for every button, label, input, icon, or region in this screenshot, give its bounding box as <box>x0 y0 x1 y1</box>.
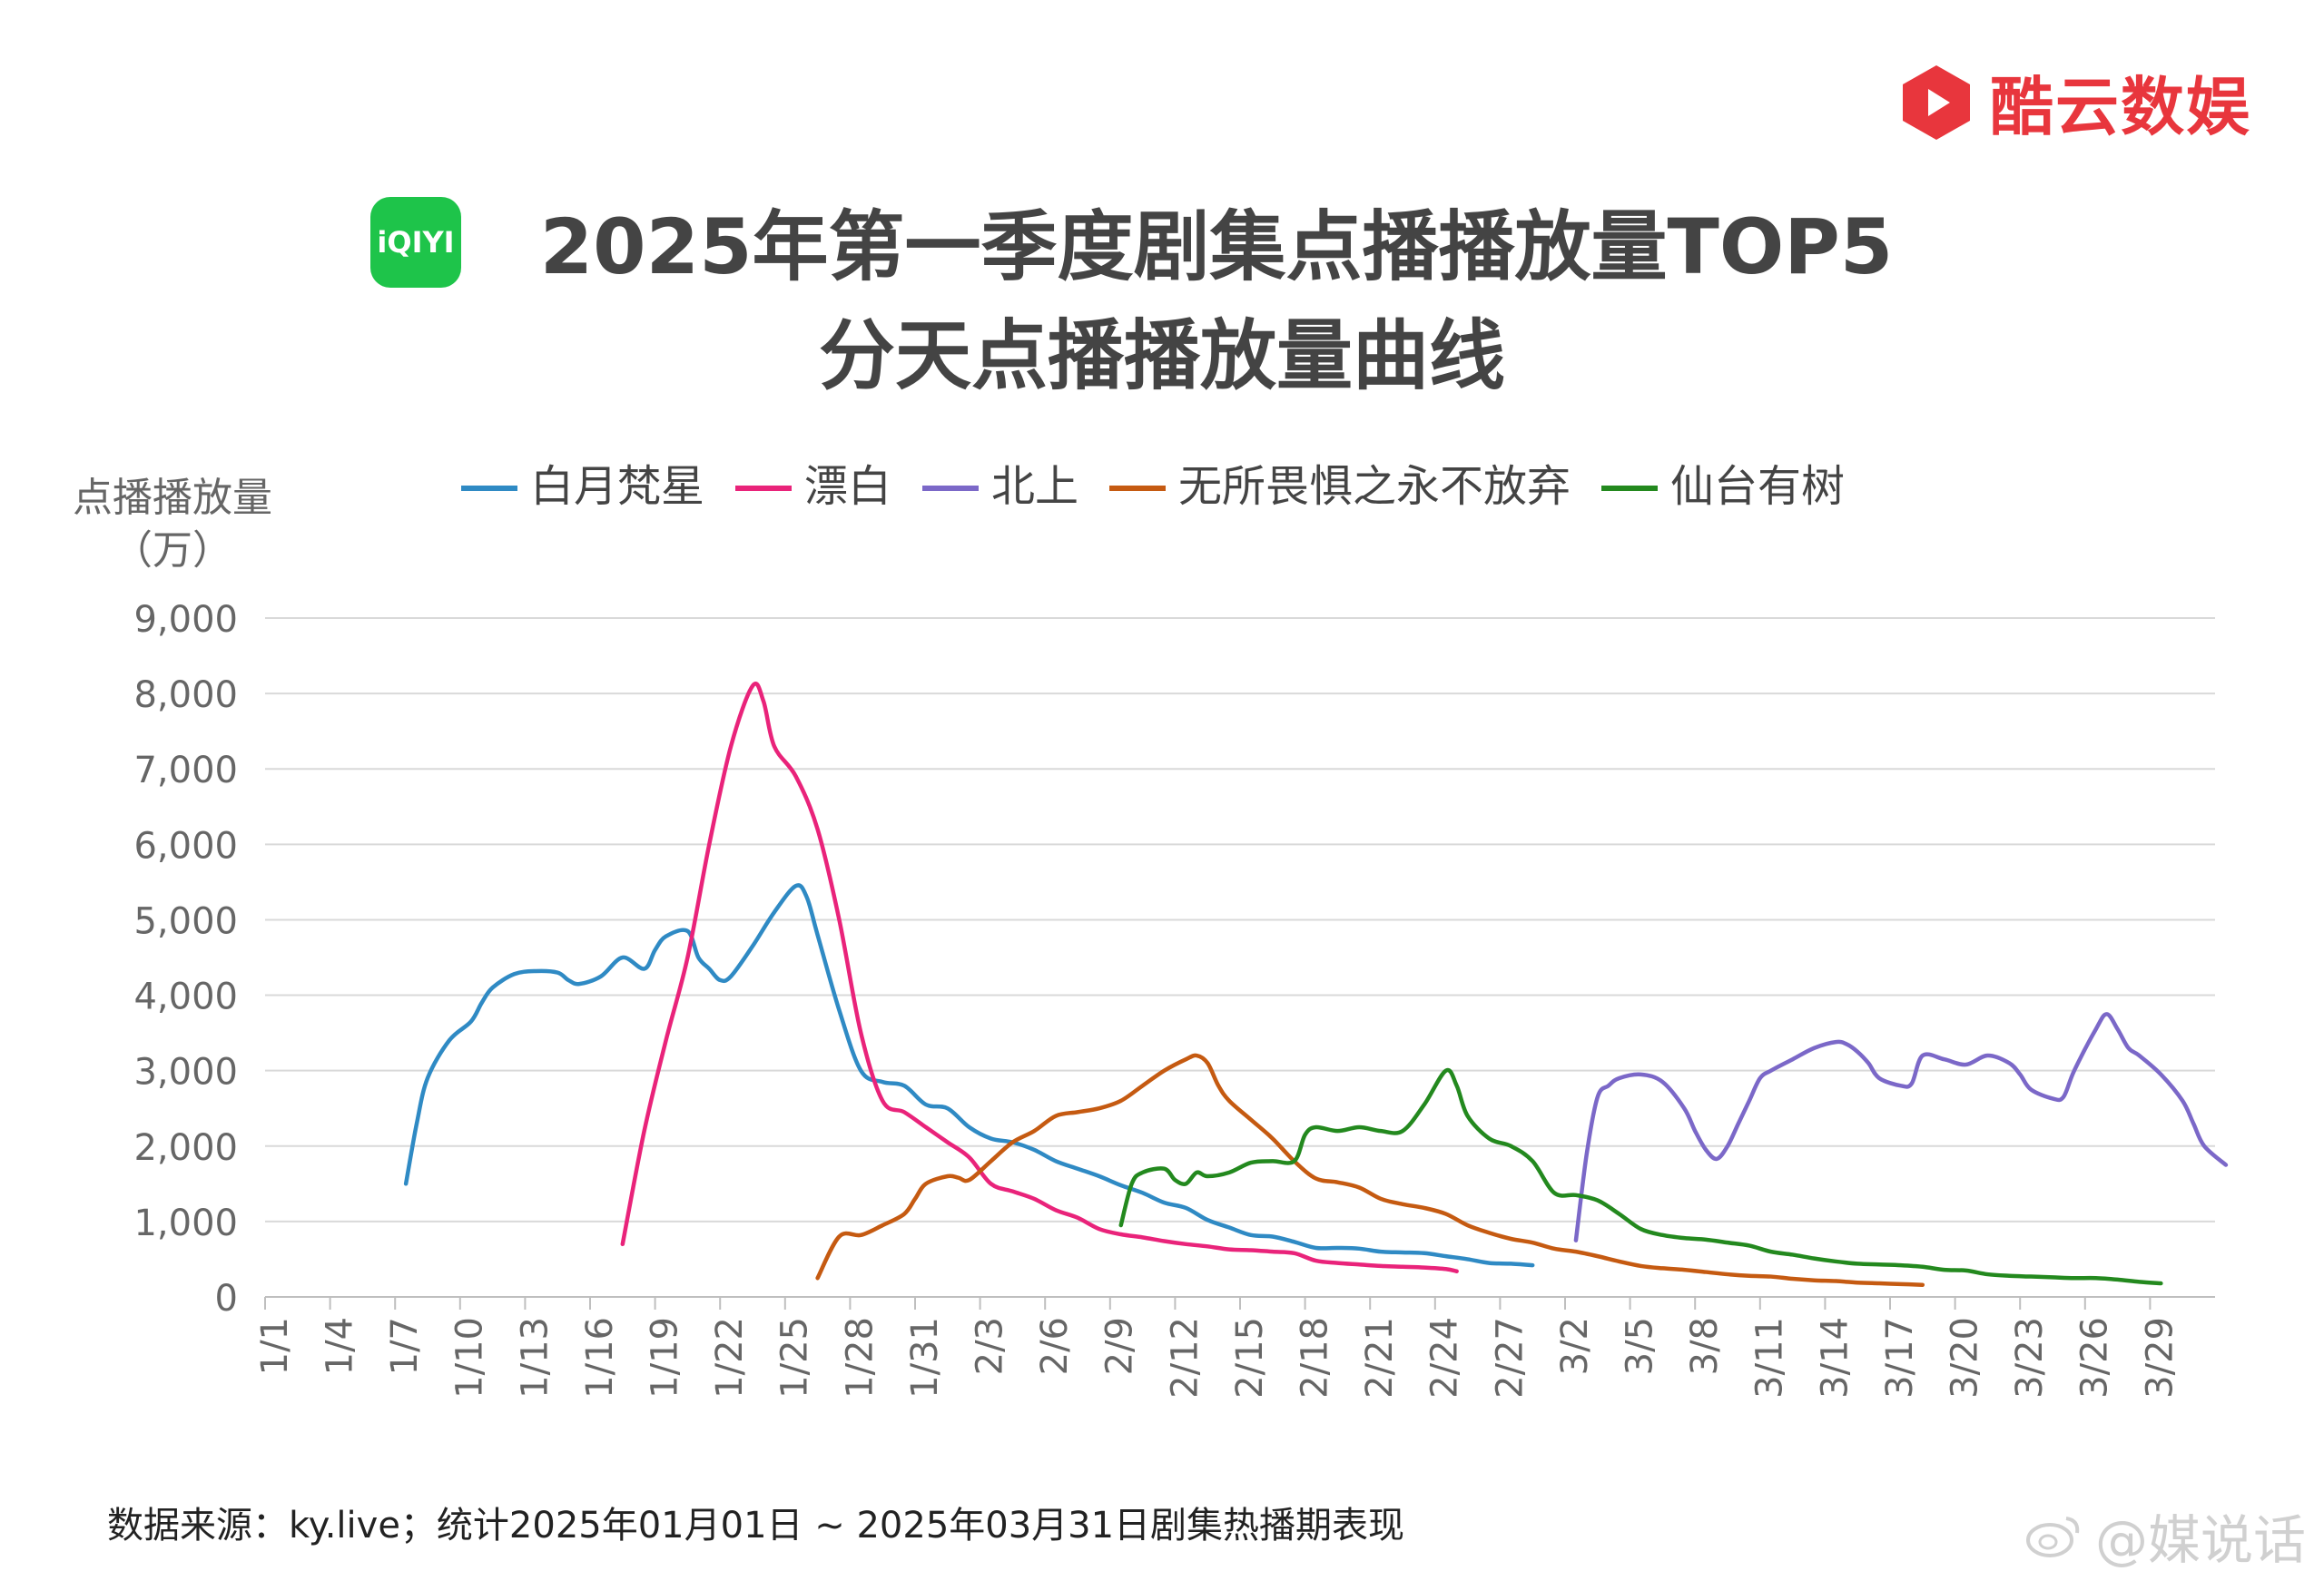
x-tick-label: 1/25 <box>774 1317 816 1399</box>
legend-label-5: 仙台有树 <box>1670 461 1845 512</box>
brand-name: 酷云数娱 <box>1990 70 2251 144</box>
y-axis-unit: （万） <box>113 527 232 574</box>
x-tick-label: 3/11 <box>1749 1317 1791 1399</box>
x-tick-label: 1/10 <box>449 1317 491 1399</box>
x-tick-label: 2/21 <box>1359 1317 1401 1399</box>
series-lines <box>403 682 2229 1287</box>
legend-label-2: 漂白 <box>804 461 891 512</box>
x-tick-label: 2/6 <box>1034 1317 1076 1375</box>
x-tick-label: 3/8 <box>1684 1317 1726 1375</box>
y-tick-label: 4,000 <box>133 977 238 1018</box>
x-tick-label: 3/26 <box>2074 1317 2116 1399</box>
x-tick-label: 1/19 <box>645 1317 686 1399</box>
series-line-1 <box>403 883 1535 1268</box>
x-tick-label: 1/31 <box>904 1317 946 1399</box>
x-tick-label: 3/2 <box>1554 1317 1596 1375</box>
legend-label-1: 白月梵星 <box>530 461 704 512</box>
y-tick-label: 8,000 <box>133 674 238 716</box>
grid-lines <box>265 617 2215 1298</box>
series-line-5 <box>1118 1067 2163 1286</box>
watermark: @媒说话 <box>2024 1498 2306 1574</box>
x-tick-label: 3/14 <box>1814 1317 1856 1399</box>
x-tick-label: 1/7 <box>384 1317 426 1375</box>
x-tick-label: 2/3 <box>970 1317 1011 1375</box>
series-line-2 <box>620 682 1459 1273</box>
series-line-4 <box>815 1053 1925 1287</box>
y-axis-label: 点播播放量 <box>73 475 272 521</box>
title-line1: 2025年第一季度剧集点播播放量TOP5 <box>539 202 1894 291</box>
x-tick-label: 2/18 <box>1295 1317 1336 1399</box>
x-tick-label: 2/24 <box>1424 1317 1466 1399</box>
y-axis-ticks: 0 1,000 2,000 3,000 4,000 5,000 6,000 7,000 8,00… <box>133 599 238 1320</box>
x-tick-label: 2/12 <box>1164 1317 1206 1399</box>
y-tick-label: 9,000 <box>133 599 238 641</box>
weibo-icon <box>2026 1517 2080 1557</box>
x-tick-label: 2/9 <box>1099 1317 1141 1375</box>
x-tick-label: 2/15 <box>1229 1317 1271 1399</box>
source-note: 数据来源：ky.live；统计2025年01月01日 ~ 2025年03月31日… <box>107 1505 1405 1547</box>
x-tick-label: 3/29 <box>2139 1317 2181 1399</box>
y-tick-label: 3,000 <box>133 1052 238 1094</box>
x-tick-label: 3/20 <box>1945 1317 1986 1399</box>
y-tick-label: 1,000 <box>133 1203 238 1244</box>
x-tick-label: 3/5 <box>1620 1317 1661 1375</box>
x-tick-label: 2/27 <box>1489 1317 1531 1399</box>
y-tick-label: 5,000 <box>133 900 238 942</box>
x-tick-label: 3/17 <box>1879 1317 1921 1399</box>
x-tick-label: 1/22 <box>709 1317 751 1399</box>
x-tick-label: 1/4 <box>320 1317 361 1375</box>
x-axis: 1/1 1/4 1/7 1/10 1/13 1/16 1/19 1/22 1/25 1/28 1/3… <box>254 1297 2181 1399</box>
y-tick-label: 7,000 <box>133 750 238 791</box>
y-tick-label: 6,000 <box>133 825 238 867</box>
x-tick-label: 1/13 <box>514 1317 556 1399</box>
x-tick-label: 3/23 <box>2009 1317 2051 1399</box>
title-line2: 分天点播播放量曲线 <box>818 311 1505 400</box>
x-tick-label: 1/16 <box>579 1317 621 1399</box>
watermark-text: @媒说话 <box>2095 1509 2307 1571</box>
y-tick-label: 2,000 <box>133 1127 238 1169</box>
x-tick-label: 1/1 <box>254 1317 296 1375</box>
y-tick-label: 0 <box>215 1278 238 1320</box>
iqiyi-logo-icon: iQIYI <box>370 197 461 288</box>
x-tick-label: 1/28 <box>839 1317 881 1399</box>
series-line-3 <box>1573 1012 2229 1242</box>
legend: 白月梵星 漂白 北上 无所畏惧之永不放弃 仙台有树 <box>461 461 1845 512</box>
brand: 酷云数娱 <box>1896 56 2251 148</box>
legend-label-4: 无所畏惧之永不放弃 <box>1178 461 1571 512</box>
legend-label-3: 北上 <box>991 461 1078 512</box>
kuyun-play-icon <box>1903 64 1970 140</box>
